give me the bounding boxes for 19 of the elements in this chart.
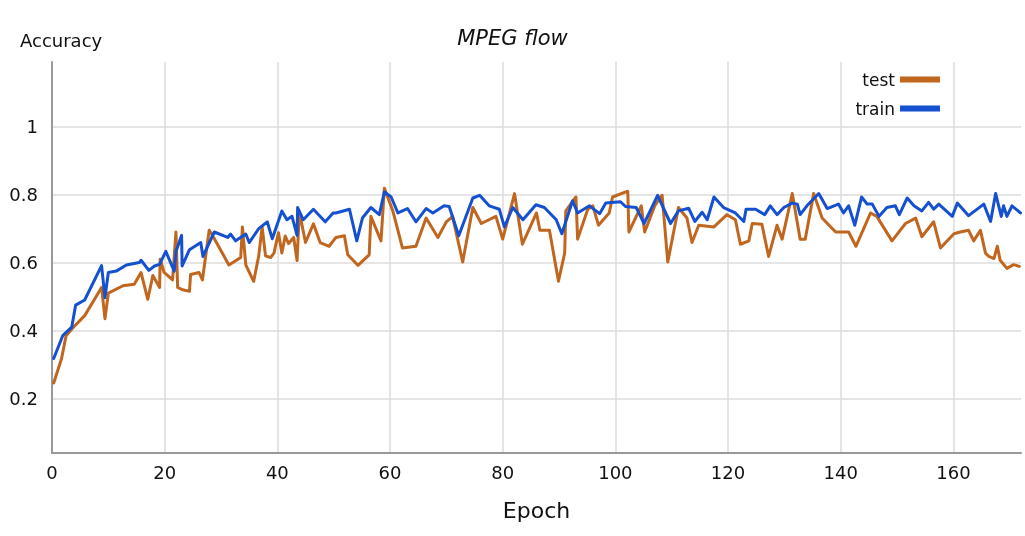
x-tick-label: 40	[265, 461, 289, 483]
y-axis-title: Accuracy	[20, 29, 103, 51]
x-tick-label: 140	[823, 461, 858, 483]
chart-title: MPEG flow	[457, 25, 569, 50]
y-tick-label: 0.6	[9, 252, 38, 274]
x-tick-label: 20	[153, 461, 177, 483]
x-tick-label: 60	[378, 461, 402, 483]
legend-label: test	[862, 69, 896, 90]
y-tick-label: 0.4	[9, 320, 38, 342]
x-tick-label: 80	[491, 461, 515, 483]
y-tick-label: 0.8	[9, 184, 38, 206]
x-tick-label: 100	[598, 461, 633, 483]
legend-label: train	[855, 98, 895, 119]
y-tick-label: 1	[26, 116, 38, 138]
x-axis-title: Epoch	[502, 497, 571, 523]
x-tick-label: 160	[936, 461, 971, 483]
x-tick-label: 120	[710, 461, 746, 483]
x-tick-label: 0	[46, 461, 58, 483]
y-tick-label: 0.2	[9, 388, 38, 410]
